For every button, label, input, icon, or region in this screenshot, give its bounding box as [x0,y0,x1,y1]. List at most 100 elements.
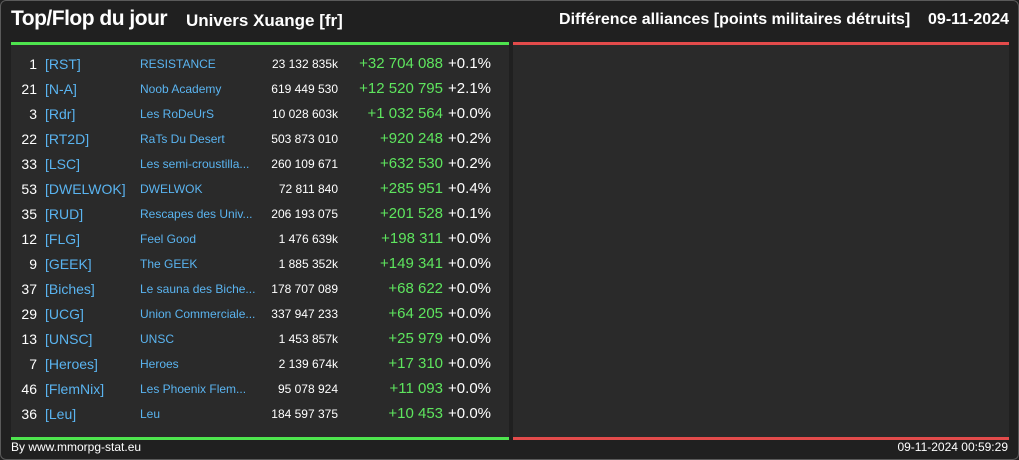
points-cell: 619 449 530 [271,81,338,96]
alliance-tag-link[interactable]: [FlemNix] [45,380,105,397]
alliance-name-link[interactable]: Les Phoenix Flem... [140,381,247,396]
alliance-name-link[interactable]: Noob Academy [140,81,222,96]
ranking-label: Différence alliances [points militaires … [559,11,911,28]
universe-subtitle: Univers Xuange [fr] [186,11,343,30]
alliance-tag-link[interactable]: [N-A] [45,80,77,97]
alliance-name-link[interactable]: UNSC [140,331,175,346]
flop-panel [513,42,1009,440]
percent-cell: +2.1% [448,80,491,97]
alliance-name-link[interactable]: The GEEK [140,256,198,271]
points-cell: 2 139 674k [278,356,338,371]
alliance-tag-link[interactable]: [Biches] [45,280,95,297]
percent-cell: +0.0% [448,280,491,297]
alliance-name-link[interactable]: Union Commerciale... [140,306,256,321]
table-row: 53 [DWELWOK] DWELWOK 72 811 840 +285 951 +0.4… [11,176,491,201]
alliance-name-link[interactable]: DWELWOK [140,181,203,196]
points-cell: 337 947 233 [271,306,338,321]
percent-cell: +0.0% [448,255,491,272]
rank-cell: 3 [29,105,37,122]
alliance-name-link[interactable]: Heroes [140,356,179,371]
points-cell: 72 811 840 [278,181,338,196]
rank-cell: 22 [21,130,37,147]
points-cell: 178 707 089 [271,281,338,296]
alliance-name-link[interactable]: RESISTANCE [140,56,216,71]
points-cell: 1 476 639k [278,231,338,246]
table-row: 7 [Heroes] Heroes 2 139 674k +17 310 +0.0% [11,351,491,376]
points-cell: 184 597 375 [271,406,338,421]
table-row: 13 [UNSC] UNSC 1 453 857k +25 979 +0.0% [11,326,491,351]
rank-cell: 37 [21,280,37,297]
page-title: Top/Flop du jour [11,7,168,30]
alliance-name-link[interactable]: Les semi-croustilla... [140,156,250,171]
difference-cell: +17 310 [388,355,443,372]
table-row: 46 [FlemNix] Les Phoenix Flem... 95 078 924… [11,376,491,401]
table-row: 37 [Biches] Le sauna des Biche... 178 707 0… [11,276,491,301]
source-credit: By www.mmorpg-stat.eu [11,440,142,454]
table-row: 9 [GEEK] The GEEK 1 885 352k +149 341 +0.0% [11,251,491,276]
percent-cell: +0.0% [448,230,491,247]
alliance-name-link[interactable]: Rescapes des Univ... [140,206,253,221]
difference-cell: +632 530 [380,155,443,172]
ranking-title: Différence alliances [points militaires … [559,11,1009,29]
alliance-tag-link[interactable]: [RT2D] [45,130,90,147]
difference-cell: +198 311 [381,230,443,247]
alliance-tag-link[interactable]: [RST] [45,55,81,72]
rank-cell: 12 [21,230,37,247]
table-row: 21 [N-A] Noob Academy 619 449 530 +12 520 79… [11,76,491,101]
table-row: 1 [RST] RESISTANCE 23 132 835k +32 704 088 +0… [11,51,491,76]
header: Top/Flop du jour Univers Xuange [fr] Dif… [11,7,1009,37]
difference-cell: +25 979 [388,330,443,347]
alliance-name-link[interactable]: RaTs Du Desert [140,131,225,146]
difference-cell: +1 032 564 [367,105,444,122]
rank-cell: 46 [21,380,37,397]
points-cell: 503 873 010 [271,131,338,146]
difference-cell: +68 622 [388,280,443,297]
alliance-name-link[interactable]: Leu [140,406,161,421]
percent-cell: +0.1% [448,205,491,222]
difference-cell: +11 093 [389,380,443,397]
alliance-name-link[interactable]: Feel Good [140,231,197,246]
difference-cell: +201 528 [380,205,443,222]
rank-cell: 13 [21,330,37,347]
alliance-tag-link[interactable]: [FLG] [45,230,81,247]
difference-cell: +64 205 [388,305,443,322]
table-row: 35 [RUD] Rescapes des Univ... 206 193 075 +2… [11,201,491,226]
points-cell: 10 028 603k [271,106,338,121]
percent-cell: +0.0% [448,305,491,322]
percent-cell: +0.2% [448,130,491,147]
alliance-tag-link[interactable]: [DWELWOK] [45,180,126,197]
table-row: 22 [RT2D] RaTs Du Desert 503 873 010 +920 24… [11,126,491,151]
rank-cell: 35 [21,205,37,222]
alliance-tag-link[interactable]: [UCG] [45,305,84,322]
difference-cell: +10 453 [388,405,443,422]
alliance-name-link[interactable]: Le sauna des Biche... [140,281,256,296]
alliance-tag-link[interactable]: [Leu] [45,405,77,422]
table-row: 36 [Leu] Leu 184 597 375 +10 453 +0.0% [11,401,491,426]
alliance-tag-link[interactable]: [RUD] [45,205,84,222]
alliance-name-link[interactable]: Les RoDeUrS [140,106,215,121]
table-row: 3 [Rdr] Les RoDeUrS 10 028 603k +1 032 564 +0… [11,101,491,126]
rank-cell: 7 [29,355,37,372]
alliance-tag-link[interactable]: [Heroes] [45,355,98,372]
rank-cell: 53 [21,180,37,197]
points-cell: 206 193 075 [271,206,338,221]
rank-cell: 36 [21,405,37,422]
rank-cell: 29 [21,305,37,322]
percent-cell: +0.2% [448,155,491,172]
points-cell: 260 109 671 [271,156,338,171]
points-cell: 1 885 352k [278,256,338,271]
generated-timestamp: 09-11-2024 00:59:29 [897,440,1008,454]
ranking-date: 09-11-2024 [928,11,1009,28]
difference-cell: +32 704 088 [359,55,443,72]
alliance-tag-link[interactable]: [LSC] [45,155,81,172]
alliance-tag-link[interactable]: [GEEK] [45,255,92,272]
alliance-tag-link[interactable]: [UNSC] [45,330,93,347]
percent-cell: +0.4% [448,180,491,197]
points-cell: 95 078 924 [277,381,338,396]
difference-cell: +149 341 [380,255,443,272]
rank-cell: 21 [21,80,37,97]
percent-cell: +0.0% [448,105,491,122]
alliance-tag-link[interactable]: [Rdr] [45,105,76,122]
percent-cell: +0.0% [448,330,491,347]
